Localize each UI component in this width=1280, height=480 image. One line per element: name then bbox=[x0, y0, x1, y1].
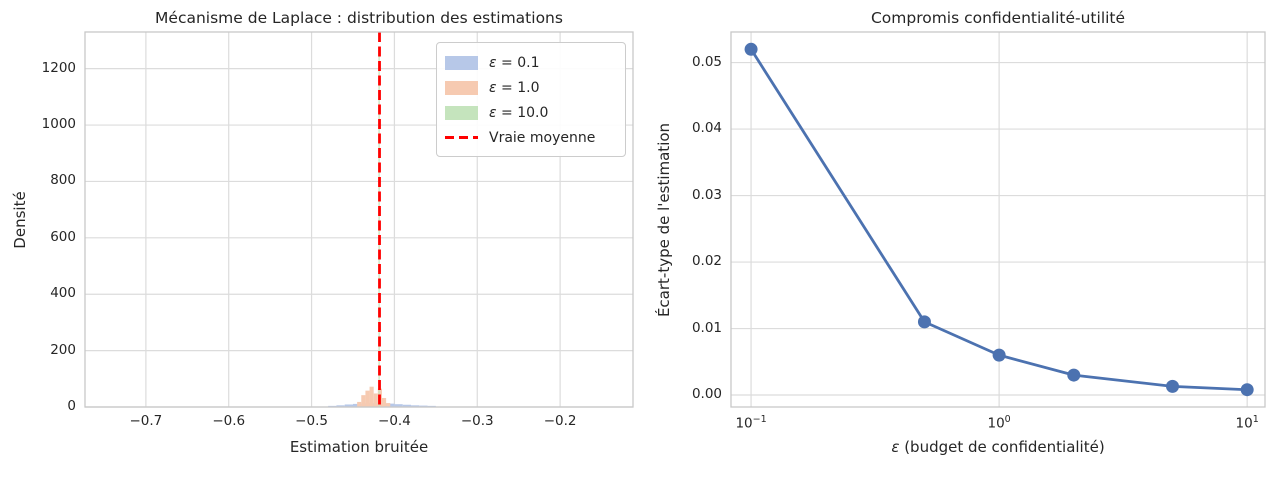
right-x-tick-label: 101 bbox=[1235, 414, 1259, 432]
histogram-bar bbox=[394, 404, 403, 407]
data-point-marker bbox=[1240, 383, 1254, 397]
legend-item-label: ε = 1.0 bbox=[489, 79, 540, 96]
histogram-bar bbox=[357, 401, 362, 407]
legend-color-patch bbox=[445, 105, 478, 120]
left-x-tick-label: −0.3 bbox=[460, 413, 494, 429]
histogram-bar bbox=[402, 404, 411, 407]
left-chart-title: Mécanisme de Laplace : distribution des … bbox=[155, 9, 563, 27]
data-point-marker bbox=[917, 315, 931, 329]
right-y-tick-label: 0.03 bbox=[691, 186, 722, 203]
legend-item: Vraie moyenne bbox=[445, 125, 617, 150]
left-x-tick-label: −0.5 bbox=[295, 413, 328, 429]
tradeoff-line bbox=[749, 48, 1248, 392]
left-plot-spines bbox=[84, 31, 634, 408]
legend-item: ε = 10.0 bbox=[445, 100, 617, 125]
legend-color-patch bbox=[445, 80, 478, 95]
legend-color-patch bbox=[445, 55, 478, 70]
histogram-bar bbox=[361, 395, 366, 407]
legend-item: ε = 1.0 bbox=[445, 75, 617, 100]
legend: ε = 0.1 ε = 1.0 ε = 10.0 Vraie moyenne bbox=[436, 42, 626, 157]
histogram-bar bbox=[386, 403, 395, 407]
left-x-axis-label: Estimation bruitée bbox=[289, 438, 429, 456]
right-x-tick-label: 10−1 bbox=[735, 414, 767, 432]
histogram-bar bbox=[365, 390, 370, 407]
right-y-tick-label: 0.05 bbox=[691, 53, 722, 70]
right-y-axis-label: Écart-type de l'estimation bbox=[655, 122, 673, 318]
left-y-tick-label: 400 bbox=[50, 285, 76, 302]
left-y-tick-label: 1000 bbox=[41, 116, 76, 133]
data-point-marker bbox=[744, 42, 758, 56]
data-point-marker bbox=[1067, 368, 1081, 382]
histogram-bar bbox=[344, 404, 353, 407]
data-point-marker bbox=[1165, 379, 1179, 393]
left-x-tick-label: −0.6 bbox=[212, 413, 246, 429]
legend-item-label: ε = 10.0 bbox=[489, 104, 549, 121]
right-x-axis-label: ε (budget de confidentialité) bbox=[891, 438, 1105, 456]
histogram-bar bbox=[410, 405, 420, 407]
histogram-bar bbox=[336, 405, 345, 407]
left-y-tick-label: 600 bbox=[50, 228, 76, 245]
left-y-tick-label: 200 bbox=[50, 341, 76, 358]
histogram-bar bbox=[386, 403, 391, 407]
left-y-tick-label: 800 bbox=[50, 172, 76, 189]
histogram-bar bbox=[373, 393, 378, 407]
left-x-tick-label: −0.7 bbox=[129, 413, 163, 429]
left-y-tick-label: 0 bbox=[67, 398, 76, 414]
right-y-tick-label: 0.01 bbox=[691, 319, 722, 336]
left-y-tick-label: 1200 bbox=[41, 59, 76, 76]
legend-item-label: ε = 0.1 bbox=[489, 54, 540, 71]
histogram-bar bbox=[419, 405, 428, 407]
data-point-marker bbox=[992, 348, 1006, 362]
right-x-tick-label: 100 bbox=[987, 414, 1011, 432]
right-y-tick-label: 0.04 bbox=[691, 120, 722, 137]
right-y-tick-label: 0.02 bbox=[691, 253, 722, 270]
right-chart-title: Compromis confidentialité-utilité bbox=[870, 9, 1126, 27]
histogram-bar bbox=[369, 386, 374, 407]
right-plot-spines bbox=[730, 31, 1266, 408]
left-x-tick-label: −0.2 bbox=[543, 413, 577, 429]
histogram-bar bbox=[381, 397, 387, 407]
right-y-tick-label: 0.00 bbox=[691, 386, 722, 403]
legend-item-label: Vraie moyenne bbox=[489, 129, 596, 146]
legend-dashed-line-sample bbox=[445, 136, 478, 139]
left-x-tick-label: −0.4 bbox=[378, 413, 411, 429]
legend-item: ε = 0.1 bbox=[445, 50, 617, 75]
